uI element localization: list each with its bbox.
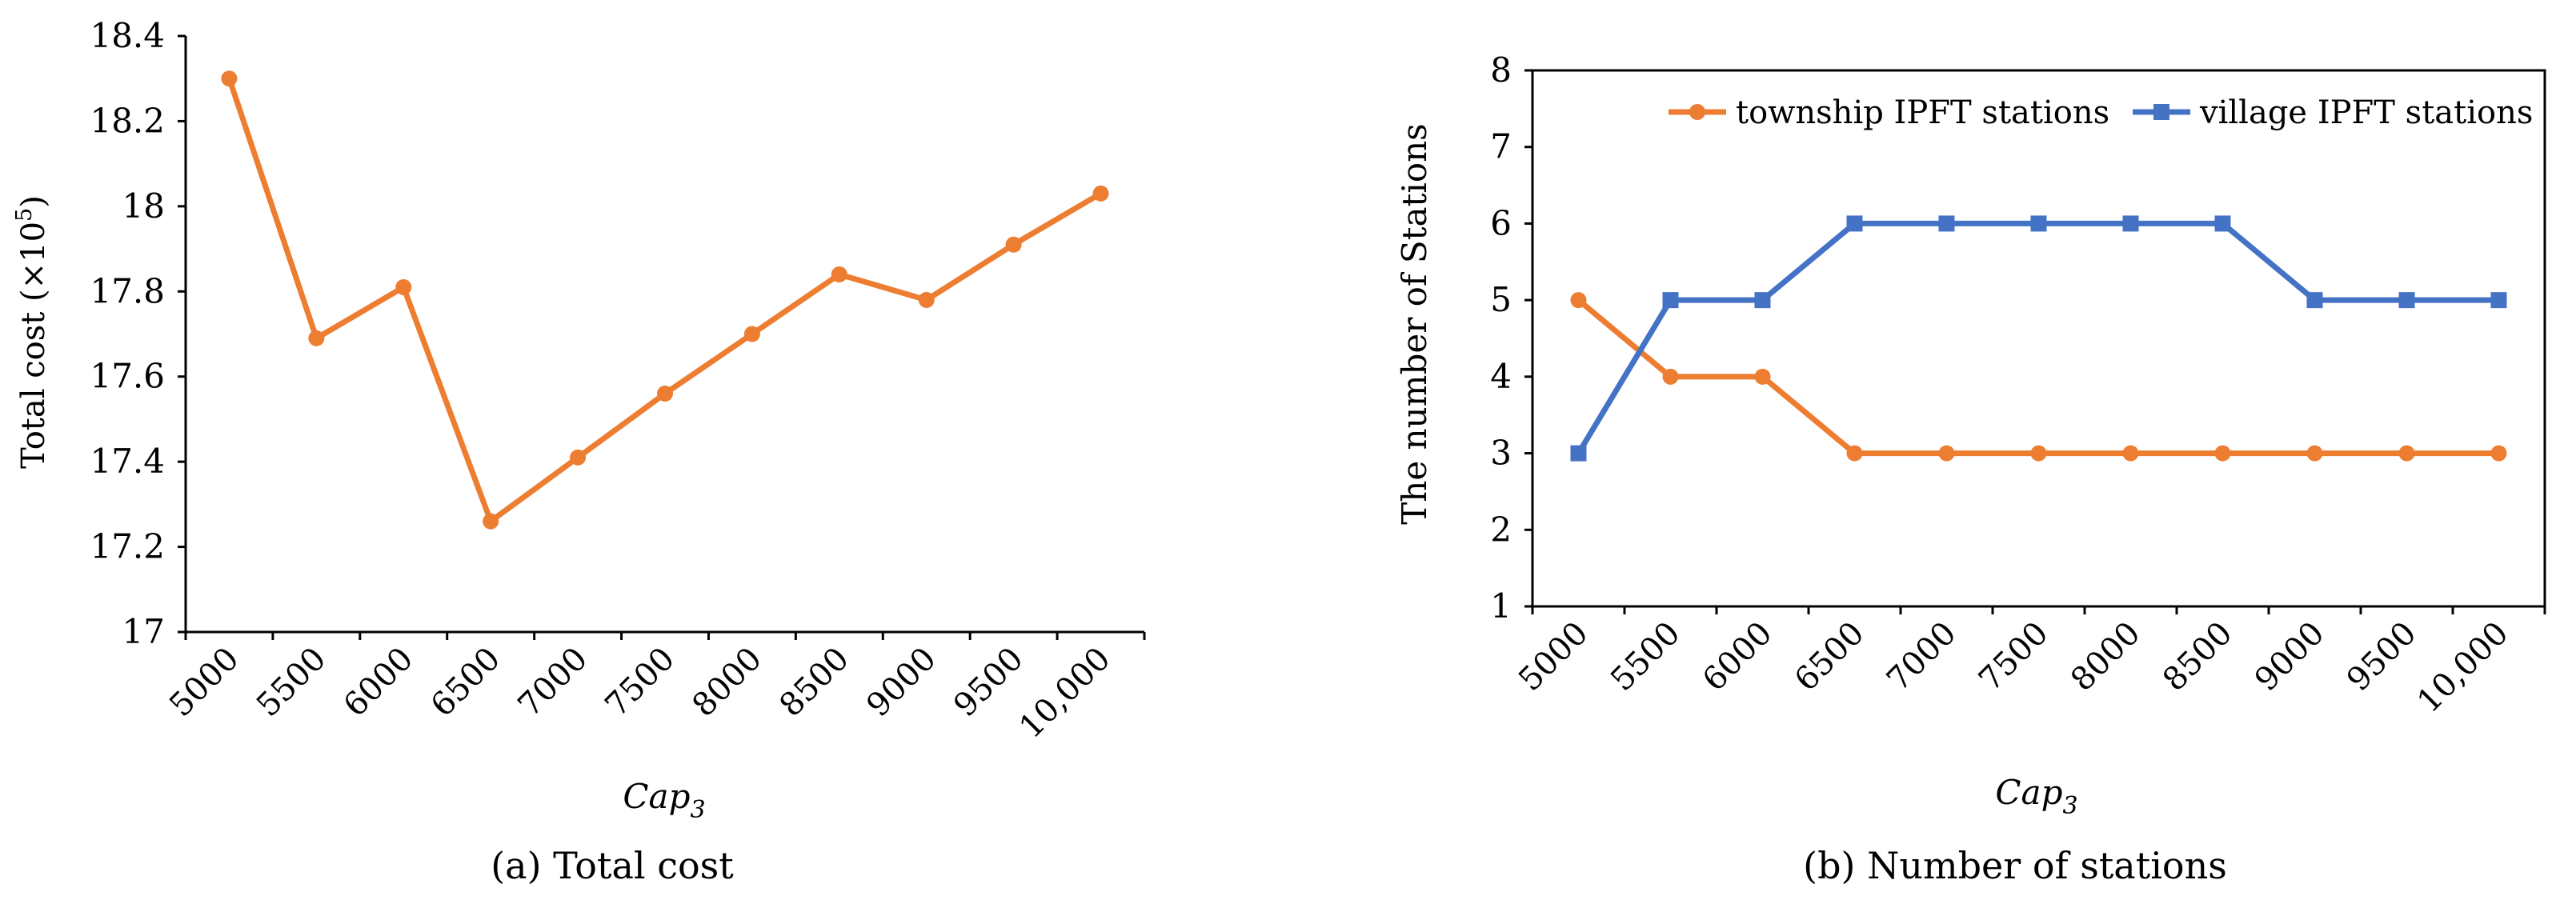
chart-b-series-1-point [2398, 445, 2415, 462]
chart-a-y-tick-labels: 17 17.2 17.4 17.6 17.8 18 18.2 18.4 [90, 16, 186, 651]
chart-a-series-1-point [657, 386, 673, 402]
chart-a-series-1-point [831, 266, 847, 282]
chart-b-x-axis-label: Cap3 [1995, 773, 2077, 820]
chart-a-x-tick-label: 5000 [162, 641, 246, 725]
chart-a-x-tick-labels: 5000 5500 6000 6500 7000 7500 8000 8500 9000 9500… [162, 632, 1146, 746]
chart-a-series-1-point [918, 291, 935, 308]
chart-a-x-axis-label: Cap3 [623, 777, 705, 824]
chart-a-series-1-point [395, 278, 412, 295]
chart-a-caption: (a) Total cost [491, 844, 734, 887]
chart-b-series-2-point [2306, 292, 2323, 309]
chart-b-legend: township IPFT stations village IPFT stati… [1669, 94, 2533, 131]
chart-a-y-tick-label: 18.2 [90, 101, 165, 140]
chart-b-y-tick-label: 6 [1490, 203, 1512, 242]
chart-a-series-1-point [570, 449, 587, 466]
chart-a-y-tick-label: 17.8 [90, 271, 165, 310]
chart-b-y-tick-label: 3 [1490, 434, 1512, 473]
chart-b-series-1-point [1846, 445, 1863, 462]
chart-b-series-2-point [2398, 292, 2415, 309]
chart-b-x-tick-label: 5000 [1512, 615, 1596, 699]
chart-a-y-tick-label: 18 [122, 186, 165, 226]
chart-a-series [221, 70, 1109, 530]
chart-b-series-2-point [1938, 215, 1955, 232]
chart-b-series-line-1 [1576, 298, 2499, 457]
chart-total-cost: 17 17.2 17.4 17.6 17.8 18 18.2 18.4 5000 5500 600… [12, 16, 1146, 887]
chart-a-axes [184, 36, 1144, 634]
chart-b-series-2-point [1846, 215, 1863, 232]
chart-b-y-tick-label: 1 [1490, 586, 1512, 626]
chart-b-y-tick-label: 5 [1490, 280, 1512, 319]
chart-a-y-tick-label: 17.4 [90, 442, 165, 481]
chart-b-x-tick-label: 5500 [1604, 615, 1688, 699]
chart-b-series-1-point [1662, 368, 1679, 385]
chart-b-x-tick-label: 6500 [1788, 615, 1872, 699]
chart-b-legend-marker-1 [1689, 104, 1705, 120]
chart-b-series-1-point [2214, 445, 2231, 462]
chart-b-series-2-point [1570, 445, 1587, 462]
chart-a-x-tick-label: 9500 [947, 641, 1031, 725]
chart-b-y-tick-label: 2 [1490, 510, 1512, 549]
chart-b-series-2-point [2214, 215, 2231, 232]
chart-a-series-1-point [221, 70, 238, 87]
chart-b-series-1-point [2122, 445, 2139, 462]
chart-b-caption: (b) Number of stations [1803, 844, 2227, 887]
chart-b-series-1-point [1570, 292, 1587, 309]
chart-b-y-axis-label: The number of Stations [1395, 123, 1434, 524]
chart-b-x-tick-labels: 5000 5500 6000 6500 7000 7500 8000 8500 9000 9500… [1512, 606, 2546, 720]
chart-b-series-1-point [1754, 368, 1771, 385]
chart-b-x-tick-label: 7500 [1972, 615, 2056, 699]
chart-b-y-tick-label: 4 [1490, 357, 1512, 396]
chart-b-y-tick-label: 8 [1490, 50, 1512, 90]
chart-a-series-1-point [308, 330, 325, 346]
chart-a-series-line-1 [226, 78, 1103, 525]
chart-b-y-tick-label: 7 [1490, 127, 1512, 166]
chart-b-series-1-point [1938, 445, 1955, 462]
chart-number-of-stations: 1 2 3 4 5 6 7 8 5000 5500 6000 6500 7000 7500 8000 850… [1395, 50, 2546, 887]
chart-b-x-tick-label: 6000 [1696, 615, 1780, 699]
chart-b-series-line-2 [1576, 220, 2499, 455]
chart-a-x-tick-label: 10,000 [1012, 641, 1117, 746]
chart-b-series [1570, 215, 2507, 462]
chart-a-y-tick-label: 17 [122, 612, 165, 651]
chart-b-series-2-point [2030, 215, 2047, 232]
chart-b-x-tick-label: 9000 [2248, 615, 2332, 699]
chart-b-axes [1531, 69, 2546, 608]
chart-b-series-2-point [2122, 215, 2139, 232]
chart-a-y-tick-label: 17.6 [90, 357, 165, 396]
chart-a-x-tick-label: 5500 [250, 641, 334, 725]
chart-a-series-1-point [1092, 185, 1109, 202]
chart-b-series-2-point [2490, 292, 2507, 309]
chart-b-series-2-point [1662, 292, 1679, 309]
chart-b-plot-frame [1531, 69, 2546, 608]
chart-a-series-1-point [1005, 236, 1022, 253]
chart-b-legend-label-2: village IPFT stations [2199, 94, 2533, 131]
chart-b-x-tick-label: 8000 [2064, 615, 2148, 699]
chart-b-series-2-point [1754, 292, 1771, 309]
chart-a-x-tick-label: 8000 [685, 641, 769, 725]
chart-b-x-tick-label: 8500 [2156, 615, 2240, 699]
chart-a-y-tick-label: 17.2 [90, 527, 165, 566]
chart-a-x-tick-label: 6000 [337, 641, 421, 725]
chart-a-series-1-point [483, 513, 499, 530]
chart-b-x-tick-label: 9500 [2340, 615, 2424, 699]
chart-a-x-tick-label: 7000 [511, 641, 595, 725]
chart-b-series-1-point [2030, 445, 2047, 462]
chart-a-x-tick-label: 9000 [859, 641, 943, 725]
chart-a-series-1-point [743, 326, 760, 342]
chart-a-y-axis-label: Total cost (×105) [12, 195, 52, 469]
chart-b-series-1-point [2306, 445, 2323, 462]
chart-a-x-tick-label: 6500 [424, 641, 508, 725]
chart-b-y-tick-labels: 1 2 3 4 5 6 7 8 [1490, 50, 1532, 626]
chart-a-y-tick-label: 18.4 [90, 16, 165, 55]
chart-b-legend-label-1: township IPFT stations [1736, 94, 2109, 131]
chart-b-series-1-point [2490, 445, 2507, 462]
chart-b-x-tick-label: 7000 [1880, 615, 1964, 699]
chart-b-x-tick-label: 10,000 [2410, 615, 2515, 720]
chart-a-x-tick-label: 7500 [599, 641, 683, 725]
chart-b-legend-marker-2 [2153, 104, 2169, 120]
chart-a-x-tick-label: 8500 [772, 641, 856, 725]
